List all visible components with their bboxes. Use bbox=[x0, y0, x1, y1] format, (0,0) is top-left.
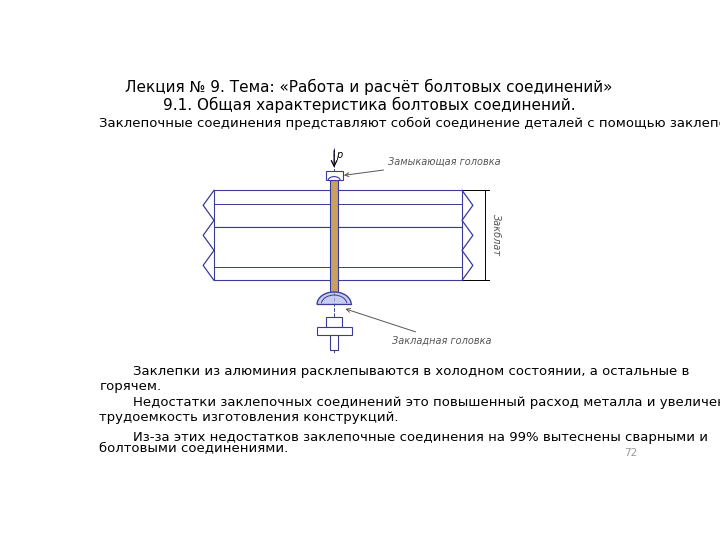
Bar bbox=[214, 190, 462, 226]
Text: Заклепки из алюминия расклепываются в холодном состоянии, а остальные в
горячем.: Заклепки из алюминия расклепываются в хо… bbox=[99, 365, 690, 393]
Text: Лекция № 9. Тема: «Работа и расчёт болтовых соединений»: Лекция № 9. Тема: «Работа и расчёт болто… bbox=[125, 79, 613, 95]
Text: болтовыми соединениями.: болтовыми соединениями. bbox=[99, 441, 289, 454]
Bar bbox=[214, 226, 462, 280]
Text: 72: 72 bbox=[624, 448, 637, 457]
Bar bbox=[317, 327, 351, 335]
Text: Закладная головка: Закладная головка bbox=[346, 308, 492, 346]
Bar bbox=[330, 180, 338, 292]
Text: Замыкающая головка: Замыкающая головка bbox=[345, 157, 501, 177]
Text: Недостатки заклепочных соединений это повышенный расход металла и увеличенная
тр: Недостатки заклепочных соединений это по… bbox=[99, 396, 720, 424]
Text: р: р bbox=[336, 150, 342, 159]
Text: 9.1. Общая характеристика болтовых соединений.: 9.1. Общая характеристика болтовых соеди… bbox=[163, 97, 575, 113]
Text: Заклепочные соединения представляют собой соединение деталей с помощью заклепок.: Заклепочные соединения представляют собо… bbox=[99, 117, 720, 130]
Polygon shape bbox=[317, 292, 351, 304]
Text: Из-за этих недостатков заклепочные соединения на 99% вытеснены сварными и: Из-за этих недостатков заклепочные соеди… bbox=[99, 430, 708, 443]
Bar bbox=[326, 316, 342, 327]
Bar bbox=[325, 171, 343, 180]
Bar bbox=[330, 335, 338, 350]
Text: Закблат: Закблат bbox=[492, 214, 501, 256]
